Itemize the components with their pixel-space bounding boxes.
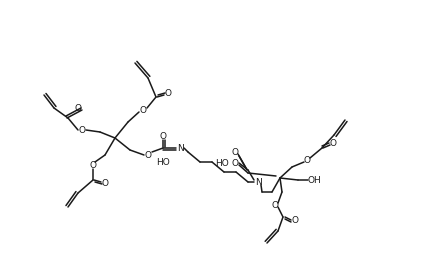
Text: O: O bbox=[292, 216, 299, 224]
Text: OH: OH bbox=[307, 176, 321, 185]
Text: O: O bbox=[74, 103, 82, 113]
Text: O: O bbox=[140, 106, 146, 114]
Text: O: O bbox=[330, 139, 337, 147]
Text: HO: HO bbox=[156, 158, 170, 166]
Text: O: O bbox=[304, 155, 311, 165]
Text: N: N bbox=[177, 144, 183, 153]
Text: O: O bbox=[159, 132, 166, 140]
Text: O: O bbox=[89, 160, 96, 170]
Text: O: O bbox=[102, 179, 108, 187]
Text: O: O bbox=[165, 88, 172, 98]
Text: O: O bbox=[79, 126, 86, 134]
Text: O: O bbox=[144, 151, 152, 159]
Text: N: N bbox=[254, 178, 261, 186]
Text: O: O bbox=[232, 159, 238, 167]
Text: O: O bbox=[232, 147, 238, 157]
Text: O: O bbox=[271, 200, 279, 210]
Text: HO: HO bbox=[215, 159, 229, 167]
